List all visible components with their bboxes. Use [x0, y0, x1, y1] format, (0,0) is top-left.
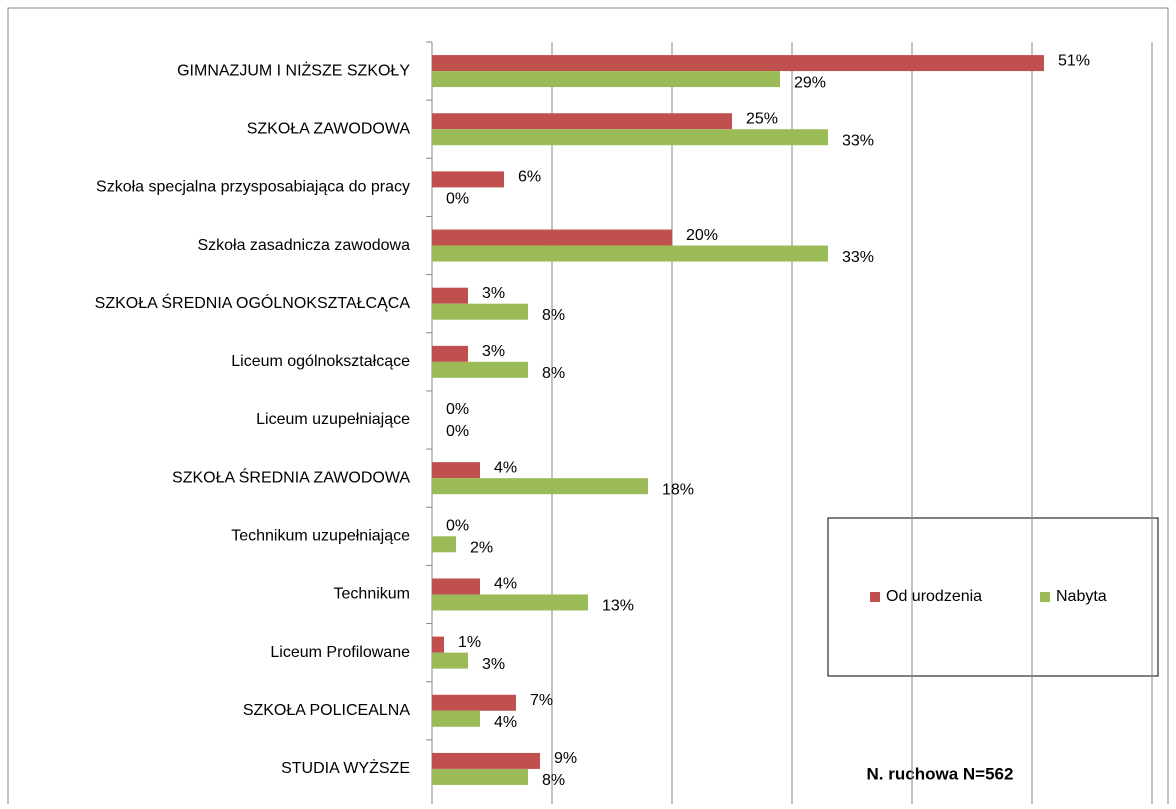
data-label: 29% — [794, 74, 826, 91]
bar — [432, 536, 456, 553]
bar — [432, 345, 468, 362]
bar — [432, 578, 480, 595]
data-label: 6% — [518, 169, 541, 186]
legend-box — [827, 517, 1159, 677]
bar — [432, 71, 780, 88]
data-label: 18% — [662, 481, 694, 498]
data-label: 8% — [542, 307, 565, 324]
data-label: 33% — [842, 249, 874, 266]
bar — [432, 636, 444, 653]
data-label: 0% — [446, 191, 469, 208]
bar — [432, 129, 828, 146]
bar — [432, 462, 480, 479]
bar — [432, 287, 468, 304]
bar — [432, 752, 540, 769]
data-label: 3% — [482, 285, 505, 302]
bar — [432, 694, 516, 711]
bar — [432, 303, 528, 320]
legend-swatch — [870, 592, 880, 602]
y-tick-label: Technikum uzupełniające — [231, 528, 410, 545]
bar — [432, 478, 648, 495]
legend-label: Od urodzenia — [886, 588, 982, 605]
y-tick-label: STUDIA WYŻSZE — [281, 758, 410, 777]
legend-swatch — [1040, 592, 1050, 602]
legend-label: Nabyta — [1056, 588, 1107, 605]
y-tick-label: SZKOŁA ŚREDNIA OGÓLNOKSZTAŁCĄCA — [95, 293, 411, 312]
bar — [432, 113, 732, 130]
y-tick-label: Liceum ogólnokształcące — [231, 353, 410, 370]
bar — [432, 229, 672, 246]
data-label: 3% — [482, 656, 505, 673]
data-label: 9% — [554, 750, 577, 767]
data-label: 8% — [542, 772, 565, 789]
data-label: 0% — [446, 518, 469, 535]
bar — [432, 171, 504, 188]
bar — [432, 361, 528, 378]
y-tick-label: GIMNAZJUM I NIŻSZE SZKOŁY — [177, 60, 410, 79]
data-label: 25% — [746, 110, 778, 127]
data-label: 0% — [446, 401, 469, 418]
y-tick-label: SZKOŁA ZAWODOWA — [247, 120, 411, 137]
y-tick-label: Liceum uzupełniające — [256, 411, 410, 428]
y-tick-label: Technikum — [334, 586, 410, 603]
y-tick-label: Liceum Profilowane — [270, 644, 410, 661]
data-label: 13% — [602, 598, 634, 615]
data-label: 0% — [446, 423, 469, 440]
y-tick-label: SZKOŁA ŚREDNIA ZAWODOWA — [172, 467, 410, 486]
bar — [432, 710, 480, 727]
bar — [432, 55, 1044, 72]
bar — [432, 594, 588, 611]
y-tick-label: SZKOŁA POLICEALNA — [243, 702, 411, 719]
data-label: 4% — [494, 459, 517, 476]
data-label: 20% — [686, 227, 718, 244]
data-label: 7% — [530, 692, 553, 709]
data-label: 8% — [542, 365, 565, 382]
data-label: 33% — [842, 132, 874, 149]
data-label: 1% — [458, 634, 481, 651]
data-label: 4% — [494, 576, 517, 593]
annotation: N. ruchowa N=562 — [867, 764, 1014, 783]
bar — [432, 245, 828, 262]
y-tick-label: Szkoła specjalna przysposabiająca do pra… — [96, 179, 410, 196]
data-label: 51% — [1058, 52, 1090, 69]
data-label: 2% — [470, 540, 493, 557]
bar — [432, 768, 528, 785]
data-label: 3% — [482, 343, 505, 360]
y-tick-label: Szkoła zasadnicza zawodowa — [197, 237, 410, 254]
bar — [432, 652, 468, 669]
data-label: 4% — [494, 714, 517, 731]
